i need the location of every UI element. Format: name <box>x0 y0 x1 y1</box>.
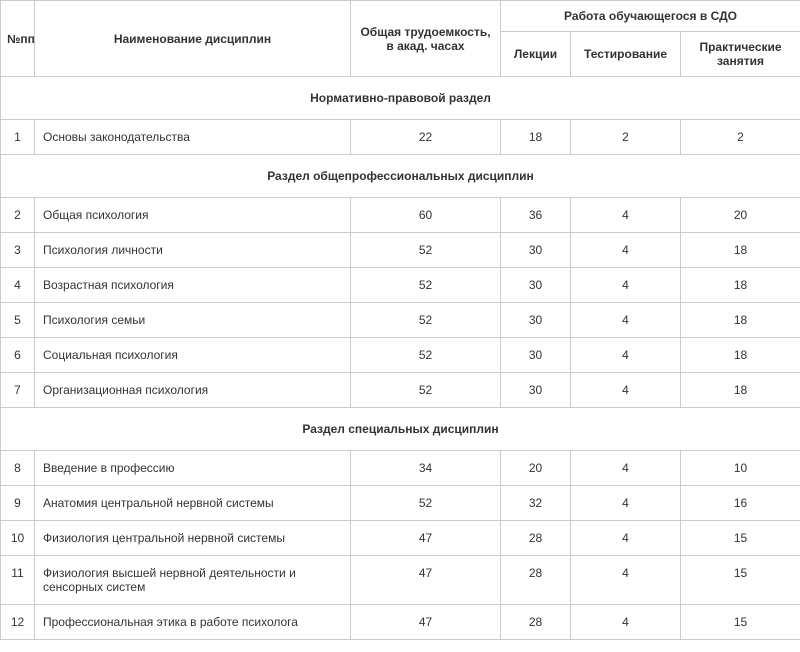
cell-practical: 10 <box>681 451 800 486</box>
cell-lectures: 18 <box>501 120 571 155</box>
section-title: Нормативно-правовой раздел <box>1 77 800 120</box>
cell-total: 52 <box>351 268 501 303</box>
header-num: №пп <box>1 1 35 77</box>
cell-total: 52 <box>351 338 501 373</box>
cell-practical: 15 <box>681 521 800 556</box>
cell-testing: 4 <box>571 338 681 373</box>
cell-name: Профессиональная этика в работе психолог… <box>35 605 351 640</box>
header-practical: Практические занятия <box>681 32 800 77</box>
cell-name: Физиология центральной нервной системы <box>35 521 351 556</box>
header-name: Наименование дисциплин <box>35 1 351 77</box>
cell-total: 47 <box>351 605 501 640</box>
cell-testing: 2 <box>571 120 681 155</box>
table-row: 5Психология семьи5230418 <box>1 303 800 338</box>
cell-testing: 4 <box>571 556 681 605</box>
cell-num: 3 <box>1 233 35 268</box>
cell-total: 47 <box>351 521 501 556</box>
cell-testing: 4 <box>571 233 681 268</box>
section-title: Раздел общепрофессиональных дисциплин <box>1 155 800 198</box>
cell-testing: 4 <box>571 373 681 408</box>
table-row: 6Социальная психология5230418 <box>1 338 800 373</box>
cell-lectures: 30 <box>501 303 571 338</box>
header-group: Работа обучающегося в СДО <box>501 1 800 32</box>
cell-testing: 4 <box>571 605 681 640</box>
table-body: Нормативно-правовой раздел1Основы законо… <box>1 77 800 640</box>
table-row: 12Профессиональная этика в работе психол… <box>1 605 800 640</box>
cell-name: Психология личности <box>35 233 351 268</box>
cell-num: 4 <box>1 268 35 303</box>
cell-lectures: 20 <box>501 451 571 486</box>
header-testing: Тестирование <box>571 32 681 77</box>
cell-num: 6 <box>1 338 35 373</box>
cell-lectures: 28 <box>501 556 571 605</box>
cell-num: 5 <box>1 303 35 338</box>
cell-practical: 18 <box>681 373 800 408</box>
cell-lectures: 30 <box>501 338 571 373</box>
header-total: Общая трудоемкость, в акад. часах <box>351 1 501 77</box>
cell-name: Психология семьи <box>35 303 351 338</box>
table-header: №пп Наименование дисциплин Общая трудоем… <box>1 1 800 77</box>
cell-testing: 4 <box>571 303 681 338</box>
table-row: 3Психология личности5230418 <box>1 233 800 268</box>
cell-total: 22 <box>351 120 501 155</box>
cell-testing: 4 <box>571 198 681 233</box>
cell-name: Физиология высшей нервной деятельности и… <box>35 556 351 605</box>
cell-total: 52 <box>351 373 501 408</box>
cell-lectures: 28 <box>501 605 571 640</box>
curriculum-table: №пп Наименование дисциплин Общая трудоем… <box>0 0 800 640</box>
section-title: Раздел специальных дисциплин <box>1 408 800 451</box>
cell-practical: 20 <box>681 198 800 233</box>
cell-name: Общая психология <box>35 198 351 233</box>
cell-name: Введение в профессию <box>35 451 351 486</box>
cell-lectures: 28 <box>501 521 571 556</box>
cell-lectures: 30 <box>501 233 571 268</box>
table-row: 4Возрастная психология5230418 <box>1 268 800 303</box>
header-lectures: Лекции <box>501 32 571 77</box>
table-row: 1Основы законодательства221822 <box>1 120 800 155</box>
table-row: 9Анатомия центральной нервной системы523… <box>1 486 800 521</box>
cell-num: 10 <box>1 521 35 556</box>
cell-testing: 4 <box>571 486 681 521</box>
cell-lectures: 30 <box>501 268 571 303</box>
cell-practical: 18 <box>681 303 800 338</box>
cell-testing: 4 <box>571 268 681 303</box>
cell-total: 52 <box>351 233 501 268</box>
cell-practical: 18 <box>681 338 800 373</box>
cell-lectures: 30 <box>501 373 571 408</box>
cell-name: Социальная психология <box>35 338 351 373</box>
cell-testing: 4 <box>571 521 681 556</box>
cell-name: Анатомия центральной нервной системы <box>35 486 351 521</box>
table-row: 8Введение в профессию3420410 <box>1 451 800 486</box>
cell-total: 52 <box>351 303 501 338</box>
cell-num: 9 <box>1 486 35 521</box>
cell-total: 52 <box>351 486 501 521</box>
cell-num: 1 <box>1 120 35 155</box>
cell-practical: 18 <box>681 233 800 268</box>
cell-practical: 15 <box>681 556 800 605</box>
cell-num: 11 <box>1 556 35 605</box>
cell-name: Возрастная психология <box>35 268 351 303</box>
cell-name: Основы законодательства <box>35 120 351 155</box>
table-row: 2Общая психология6036420 <box>1 198 800 233</box>
cell-lectures: 36 <box>501 198 571 233</box>
cell-num: 8 <box>1 451 35 486</box>
cell-practical: 18 <box>681 268 800 303</box>
table-row: 10Физиология центральной нервной системы… <box>1 521 800 556</box>
cell-total: 47 <box>351 556 501 605</box>
cell-name: Организационная психология <box>35 373 351 408</box>
cell-num: 7 <box>1 373 35 408</box>
table-row: 11Физиология высшей нервной деятельности… <box>1 556 800 605</box>
cell-practical: 16 <box>681 486 800 521</box>
cell-total: 34 <box>351 451 501 486</box>
cell-practical: 15 <box>681 605 800 640</box>
cell-lectures: 32 <box>501 486 571 521</box>
cell-num: 2 <box>1 198 35 233</box>
table-row: 7Организационная психология5230418 <box>1 373 800 408</box>
cell-num: 12 <box>1 605 35 640</box>
cell-testing: 4 <box>571 451 681 486</box>
cell-practical: 2 <box>681 120 800 155</box>
cell-total: 60 <box>351 198 501 233</box>
